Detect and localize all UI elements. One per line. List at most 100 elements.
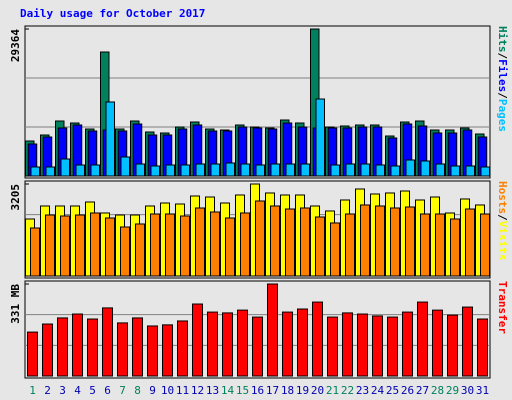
- bar: [435, 213, 445, 277]
- bar: [402, 311, 413, 377]
- bar: [372, 315, 383, 377]
- x-tick-label: 18: [281, 384, 294, 397]
- bar: [267, 283, 278, 377]
- bar: [240, 163, 250, 177]
- bar: [405, 159, 415, 177]
- x-tick-label: 14: [221, 384, 235, 397]
- bar: [195, 163, 205, 177]
- bar: [150, 213, 160, 277]
- bar: [117, 322, 128, 377]
- bar: [327, 316, 338, 377]
- bar: [225, 162, 235, 177]
- bar: [357, 313, 368, 377]
- bar: [42, 323, 53, 377]
- bar: [27, 331, 38, 377]
- legend: Hits/Files/Pages: [496, 26, 509, 132]
- x-tick-label: 21: [326, 384, 339, 397]
- bar: [390, 207, 400, 277]
- bar: [282, 311, 293, 377]
- bar: [237, 309, 248, 377]
- x-tick-label: 11: [176, 384, 189, 397]
- bar: [30, 166, 40, 177]
- bar: [45, 214, 55, 277]
- bar: [135, 223, 145, 277]
- legend-entry: Hits: [496, 26, 509, 53]
- legend-entry: Files: [496, 59, 509, 92]
- x-tick-label: 17: [266, 384, 279, 397]
- legend-entry: Visits: [496, 221, 509, 261]
- x-tick-label: 3: [59, 384, 66, 397]
- bar: [480, 166, 490, 177]
- bar: [315, 216, 325, 277]
- x-tick-label: 2: [44, 384, 51, 397]
- bar: [465, 165, 475, 177]
- bar: [255, 200, 265, 277]
- bar: [30, 227, 40, 277]
- x-tick-label: 16: [251, 384, 264, 397]
- bar: [447, 314, 458, 377]
- bar: [75, 214, 85, 277]
- bar: [60, 215, 70, 277]
- bar: [255, 164, 265, 177]
- bar: [90, 212, 100, 277]
- x-tick-label: 15: [236, 384, 249, 397]
- bar: [390, 165, 400, 177]
- bar: [405, 206, 415, 277]
- bar: [57, 317, 68, 377]
- x-tick-label: 22: [341, 384, 354, 397]
- y-tick-label: 331 MB: [9, 284, 22, 324]
- bar: [417, 301, 428, 377]
- x-tick-label: 20: [311, 384, 324, 397]
- bar: [387, 316, 398, 377]
- x-tick-label: 13: [206, 384, 219, 397]
- bar: [87, 318, 98, 377]
- legend-entry: Transfer: [496, 281, 509, 334]
- y-tick-label: 29364: [9, 29, 22, 62]
- bar: [102, 307, 113, 377]
- x-tick-label: 6: [104, 384, 111, 397]
- bar: [72, 313, 83, 377]
- bar: [345, 213, 355, 277]
- bar: [375, 164, 385, 177]
- bar: [270, 205, 280, 277]
- bar: [75, 164, 85, 177]
- legend-entry: Hosts: [496, 181, 509, 214]
- bar: [120, 226, 130, 277]
- bar: [210, 163, 220, 177]
- bar: [105, 217, 115, 277]
- x-tick-label: 30: [461, 384, 474, 397]
- x-tick-label: 4: [74, 384, 81, 397]
- bar: [330, 164, 340, 177]
- x-tick-label: 5: [89, 384, 96, 397]
- legend-entry: Pages: [496, 99, 509, 132]
- bar: [147, 325, 158, 377]
- bar: [45, 166, 55, 177]
- bar: [195, 207, 205, 277]
- x-tick-label: 12: [191, 384, 204, 397]
- bar: [210, 211, 220, 277]
- legend-separator: /: [496, 53, 509, 60]
- bar: [90, 164, 100, 177]
- bar: [450, 165, 460, 177]
- bar: [360, 163, 370, 177]
- chart-title: Daily usage for October 2017: [20, 7, 205, 20]
- x-tick-label: 29: [446, 384, 459, 397]
- x-tick-label: 28: [431, 384, 444, 397]
- bar: [177, 320, 188, 377]
- bar: [252, 316, 263, 377]
- bar: [300, 207, 310, 277]
- bar: [222, 312, 233, 377]
- bar: [162, 324, 173, 377]
- legend-separator: /: [496, 214, 509, 221]
- bar: [180, 215, 190, 277]
- bar: [192, 303, 203, 377]
- bar: [207, 311, 218, 377]
- x-tick-label: 1: [29, 384, 36, 397]
- bar: [480, 213, 490, 277]
- bar: [285, 208, 295, 277]
- bar: [240, 212, 250, 277]
- bar: [105, 101, 115, 177]
- bar: [225, 217, 235, 277]
- legend-separator: /: [496, 92, 509, 99]
